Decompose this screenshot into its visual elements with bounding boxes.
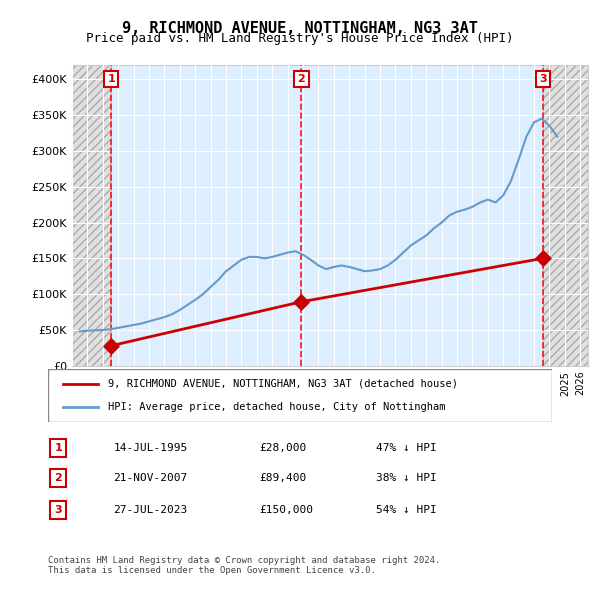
Text: 38% ↓ HPI: 38% ↓ HPI xyxy=(376,473,436,483)
Text: Contains HM Land Registry data © Crown copyright and database right 2024.
This d: Contains HM Land Registry data © Crown c… xyxy=(48,556,440,575)
Point xyxy=(538,254,548,263)
Text: 1: 1 xyxy=(107,74,115,84)
Text: £89,400: £89,400 xyxy=(260,473,307,483)
Bar xyxy=(543,65,588,366)
Text: 2: 2 xyxy=(298,74,305,84)
Bar xyxy=(72,65,111,366)
Text: 47% ↓ HPI: 47% ↓ HPI xyxy=(376,443,436,453)
Text: 21-NOV-2007: 21-NOV-2007 xyxy=(113,473,188,483)
Text: £150,000: £150,000 xyxy=(260,505,314,515)
Text: 54% ↓ HPI: 54% ↓ HPI xyxy=(376,505,436,515)
Text: 9, RICHMOND AVENUE, NOTTINGHAM, NG3 3AT: 9, RICHMOND AVENUE, NOTTINGHAM, NG3 3AT xyxy=(122,21,478,35)
Text: 2: 2 xyxy=(54,473,62,483)
Text: 1: 1 xyxy=(54,443,62,453)
Text: HPI: Average price, detached house, City of Nottingham: HPI: Average price, detached house, City… xyxy=(109,402,446,412)
Text: 9, RICHMOND AVENUE, NOTTINGHAM, NG3 3AT (detached house): 9, RICHMOND AVENUE, NOTTINGHAM, NG3 3AT … xyxy=(109,379,458,389)
Text: 3: 3 xyxy=(539,74,547,84)
Text: 14-JUL-1995: 14-JUL-1995 xyxy=(113,443,188,453)
Point xyxy=(106,341,116,350)
Text: 27-JUL-2023: 27-JUL-2023 xyxy=(113,505,188,515)
FancyBboxPatch shape xyxy=(48,369,552,422)
Text: Price paid vs. HM Land Registry's House Price Index (HPI): Price paid vs. HM Land Registry's House … xyxy=(86,32,514,45)
Point xyxy=(296,297,306,306)
Bar xyxy=(543,65,588,366)
Text: £28,000: £28,000 xyxy=(260,443,307,453)
Bar xyxy=(72,65,111,366)
Text: 3: 3 xyxy=(54,505,62,515)
